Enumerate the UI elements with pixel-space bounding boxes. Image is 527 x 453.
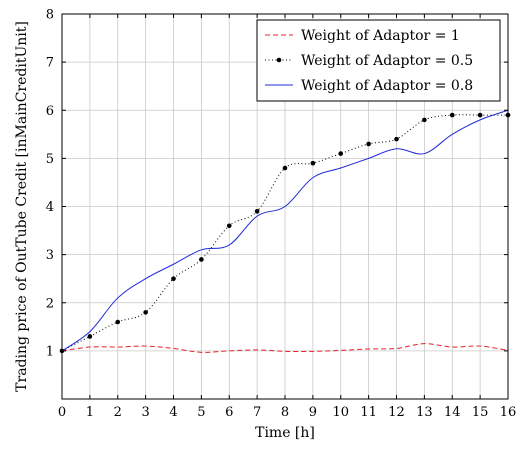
series-line-2: [61, 109, 509, 352]
series-layer: [59, 109, 511, 354]
series-marker-1: [171, 276, 176, 281]
x-tick-label: 5: [197, 405, 205, 420]
y-tick-label: 1: [46, 344, 54, 359]
series-marker-1: [226, 223, 232, 229]
x-tick-label: 1: [86, 405, 94, 420]
series-marker-1: [254, 209, 260, 214]
y-axis-label: Trading price of OutTube Credit [inMainC…: [14, 21, 30, 392]
legend-label-1: Weight of Adaptor = 0.5: [301, 53, 473, 69]
y-tick-label: 3: [46, 248, 54, 263]
y-tick-label: 4: [46, 200, 54, 215]
x-tick-label: 10: [332, 405, 349, 420]
x-tick-label: 6: [225, 405, 233, 420]
series-marker-1: [87, 334, 93, 339]
x-tick-label: 15: [472, 405, 489, 420]
legend-box: [256, 19, 501, 102]
series-line-0: [61, 343, 509, 353]
legend: Weight of Adaptor = 1 Weight of Adaptor =…: [256, 19, 501, 102]
series-marker-1: [338, 151, 344, 156]
y-tick-label: 6: [46, 104, 54, 119]
legend-marker-1: [276, 57, 282, 63]
y-tick-label: 5: [46, 152, 54, 167]
x-tick-label: 2: [114, 405, 122, 420]
x-tick-label: 12: [388, 405, 405, 420]
x-tick-label: 7: [253, 405, 261, 420]
x-tick-label: 13: [416, 405, 433, 420]
y-tick-label: 8: [46, 8, 54, 23]
x-tick-label: 3: [141, 405, 149, 420]
series-marker-1: [422, 117, 427, 123]
x-tick-label: 14: [444, 405, 461, 420]
legend-label-0: Weight of Adaptor = 1: [301, 28, 460, 44]
y-tick-label: 7: [46, 56, 54, 71]
series-marker-1: [282, 165, 288, 171]
series-marker-1: [115, 319, 121, 325]
series-marker-1: [366, 141, 371, 147]
x-tick-label: 0: [58, 405, 66, 420]
series-marker-1: [449, 112, 455, 118]
legend-label-2: Weight of Adaptor = 0.8: [301, 78, 473, 94]
x-tick-label: 4: [169, 405, 177, 420]
y-tick-label: 2: [46, 296, 54, 311]
series-marker-1: [477, 112, 483, 118]
x-tick-label: 11: [360, 405, 377, 420]
x-axis-label: Time [h]: [255, 425, 315, 441]
series-marker-1: [310, 160, 316, 166]
x-tick-label: 16: [500, 405, 517, 420]
series-marker-1: [143, 310, 148, 315]
x-tick-label: 9: [309, 405, 317, 420]
series-marker-1: [394, 136, 399, 142]
series-marker-1: [199, 257, 204, 262]
x-tick-label: 8: [281, 405, 289, 420]
